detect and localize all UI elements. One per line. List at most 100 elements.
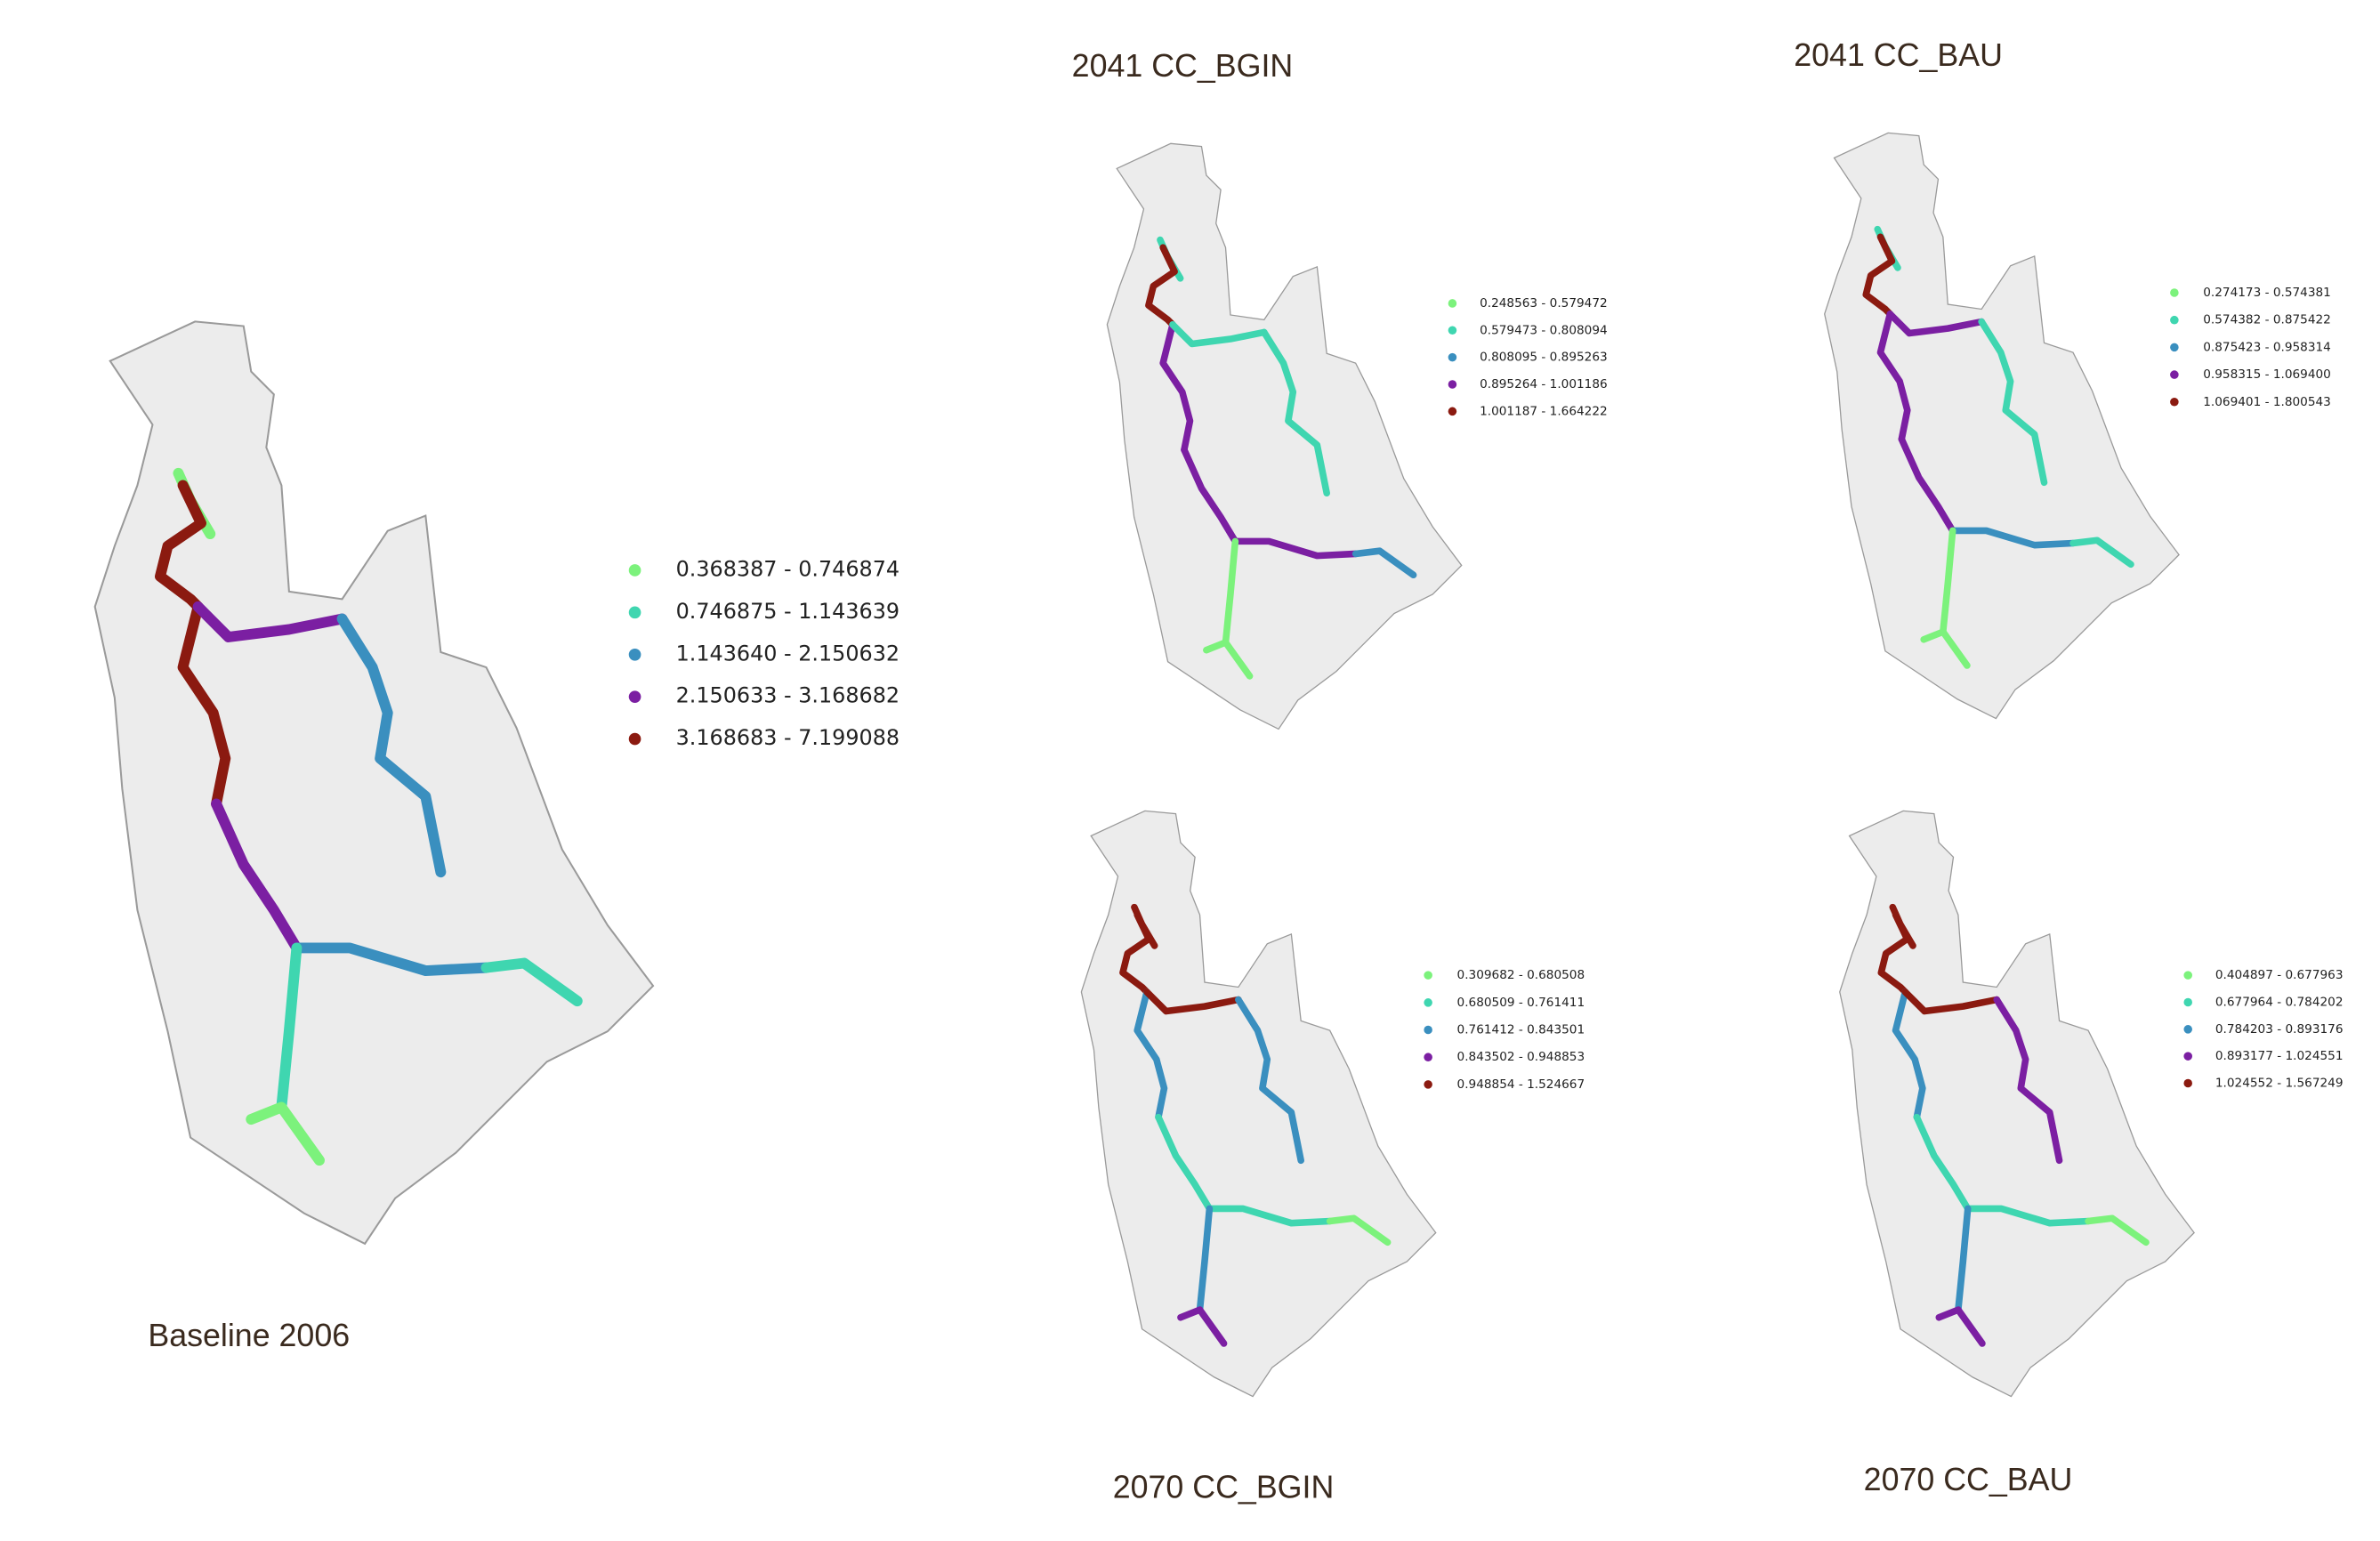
panel-title: 2070 CC_BAU [1864,1462,2073,1497]
legend-swatch [2183,997,2192,1007]
legend-swatch [2183,1078,2192,1088]
watershed-map [1106,142,1463,730]
watershed-boundary [1080,810,1437,1398]
legend-label: 0.677964 - 0.784202 [2215,995,2344,1009]
watershed-map [1839,810,2195,1398]
legend-label: 0.248563 - 0.579472 [1480,296,1608,311]
map-panel: 2041 CC_BGIN 0.248563 - 0.579472 0.579473 … [1072,48,1608,730]
legend-label: 0.368387 - 0.746874 [676,556,900,581]
legend-label: 0.680509 - 0.761411 [1457,996,1585,1010]
legend-label: 0.808095 - 0.895263 [1480,351,1608,365]
river-segment [1964,1205,2092,1227]
legend-swatch [628,606,641,619]
river-segment [2069,537,2134,569]
legend-swatch [1448,299,1457,308]
watershed-boundary [1839,810,2195,1398]
legend-label: 0.895264 - 1.001186 [1480,377,1608,391]
river-segment [1955,1205,1972,1313]
river-segment [1206,1205,1334,1227]
map-panel: 2070 CC_BGIN 0.309682 - 0.680508 0.680509 … [1080,810,1585,1505]
river-segment [1940,527,1956,635]
legend-swatch [2183,1052,2192,1061]
river-segment [1901,988,2000,1015]
legend-swatch [1448,326,1457,335]
river-segment [1877,911,1911,996]
map-panel: Baseline 2006 0.368387 - 0.746874 0.746875… [93,320,900,1353]
legend-label: 0.875423 - 0.958314 [2203,340,2331,354]
legend-label: 1.069401 - 1.800543 [2203,395,2331,409]
river-segment [246,1101,325,1166]
river-segment [1862,233,1896,318]
legend-label: 0.274173 - 0.574381 [2203,286,2331,300]
river-segment [1155,1113,1214,1213]
legend-swatch [1424,1025,1432,1035]
river-segment [276,942,303,1113]
river-segment [1222,537,1239,646]
legend-swatch [1424,971,1432,980]
legend-swatch [1448,352,1457,362]
legend-label: 2.150633 - 3.168682 [676,683,900,708]
legend-label: 1.143640 - 2.150632 [676,641,900,666]
river-segment [1169,321,1268,348]
legend: 0.274173 - 0.574381 0.574382 - 0.875422 0.… [2170,286,2331,409]
river-segment [2085,1214,2150,1247]
legend: 0.404897 - 0.677963 0.677964 - 0.784202 0.… [2183,968,2344,1091]
legend-label: 0.948854 - 1.524667 [1457,1077,1585,1092]
river-segment [1261,328,1330,497]
legend-swatch [2170,315,2179,325]
river-segment [1913,1113,1972,1213]
legend-swatch [2183,971,2192,980]
river-segment [1920,628,1971,669]
legend-swatch [2183,1025,2192,1034]
river-segment [1326,1214,1392,1247]
river-segment [1231,537,1359,560]
river-segment [192,601,348,642]
legend-swatch [628,690,641,703]
legend-swatch [1424,1053,1432,1061]
legend-label: 0.579473 - 0.808094 [1480,323,1608,337]
legend-swatch [628,564,641,577]
legend-label: 0.309682 - 0.680508 [1457,968,1585,982]
river-segment [1935,1306,1986,1347]
watershed-map [1824,132,2180,720]
river-segment [1898,435,1956,535]
legend-label: 1.024552 - 1.567249 [2215,1077,2344,1091]
legend-label: 0.746875 - 1.143639 [676,599,900,624]
river-segment [1886,311,1985,337]
river-segment [1978,318,2048,487]
legend-label: 0.958315 - 1.069400 [2203,367,2331,382]
river-segment [1134,988,1168,1121]
watershed-boundary [93,320,655,1246]
panel-title: 2070 CC_BGIN [1113,1469,1335,1505]
river-segment [1235,996,1304,1165]
panel-title: 2041 CC_BAU [1794,37,2003,73]
legend-swatch [628,732,641,746]
map-panel: 2070 CC_BAU 0.404897 - 0.677963 0.677964 -… [1839,810,2344,1497]
legend-swatch [628,648,641,661]
legend-swatch [1448,380,1457,389]
legend: 0.368387 - 0.746874 0.746875 - 1.143639 1.… [628,556,900,750]
river-segment [1892,988,1926,1121]
river-segment [1196,1205,1214,1313]
legend-swatch [1424,998,1432,1007]
legend-label: 3.168683 - 7.199088 [676,725,900,750]
legend: 0.309682 - 0.680508 0.680509 - 0.761411 0.… [1424,968,1585,1092]
river-segment [480,957,583,1007]
river-segment [155,480,206,612]
watershed-boundary [1106,142,1463,730]
legend-label: 0.404897 - 0.677963 [2215,968,2344,982]
legend-label: 0.761412 - 0.843501 [1457,1023,1585,1037]
legend-swatch [2170,343,2179,352]
river-segment [1948,527,2077,549]
river-segment [1993,996,2063,1165]
river-segment [211,798,303,954]
legend-label: 0.784203 - 0.893176 [2215,1022,2344,1037]
legend-swatch [2170,288,2179,297]
legend-label: 0.843502 - 0.948853 [1457,1050,1585,1064]
watershed-map [1080,810,1437,1398]
river-segment [1876,311,1911,443]
legend-swatch [1424,1080,1432,1089]
legend-swatch [1448,407,1457,416]
